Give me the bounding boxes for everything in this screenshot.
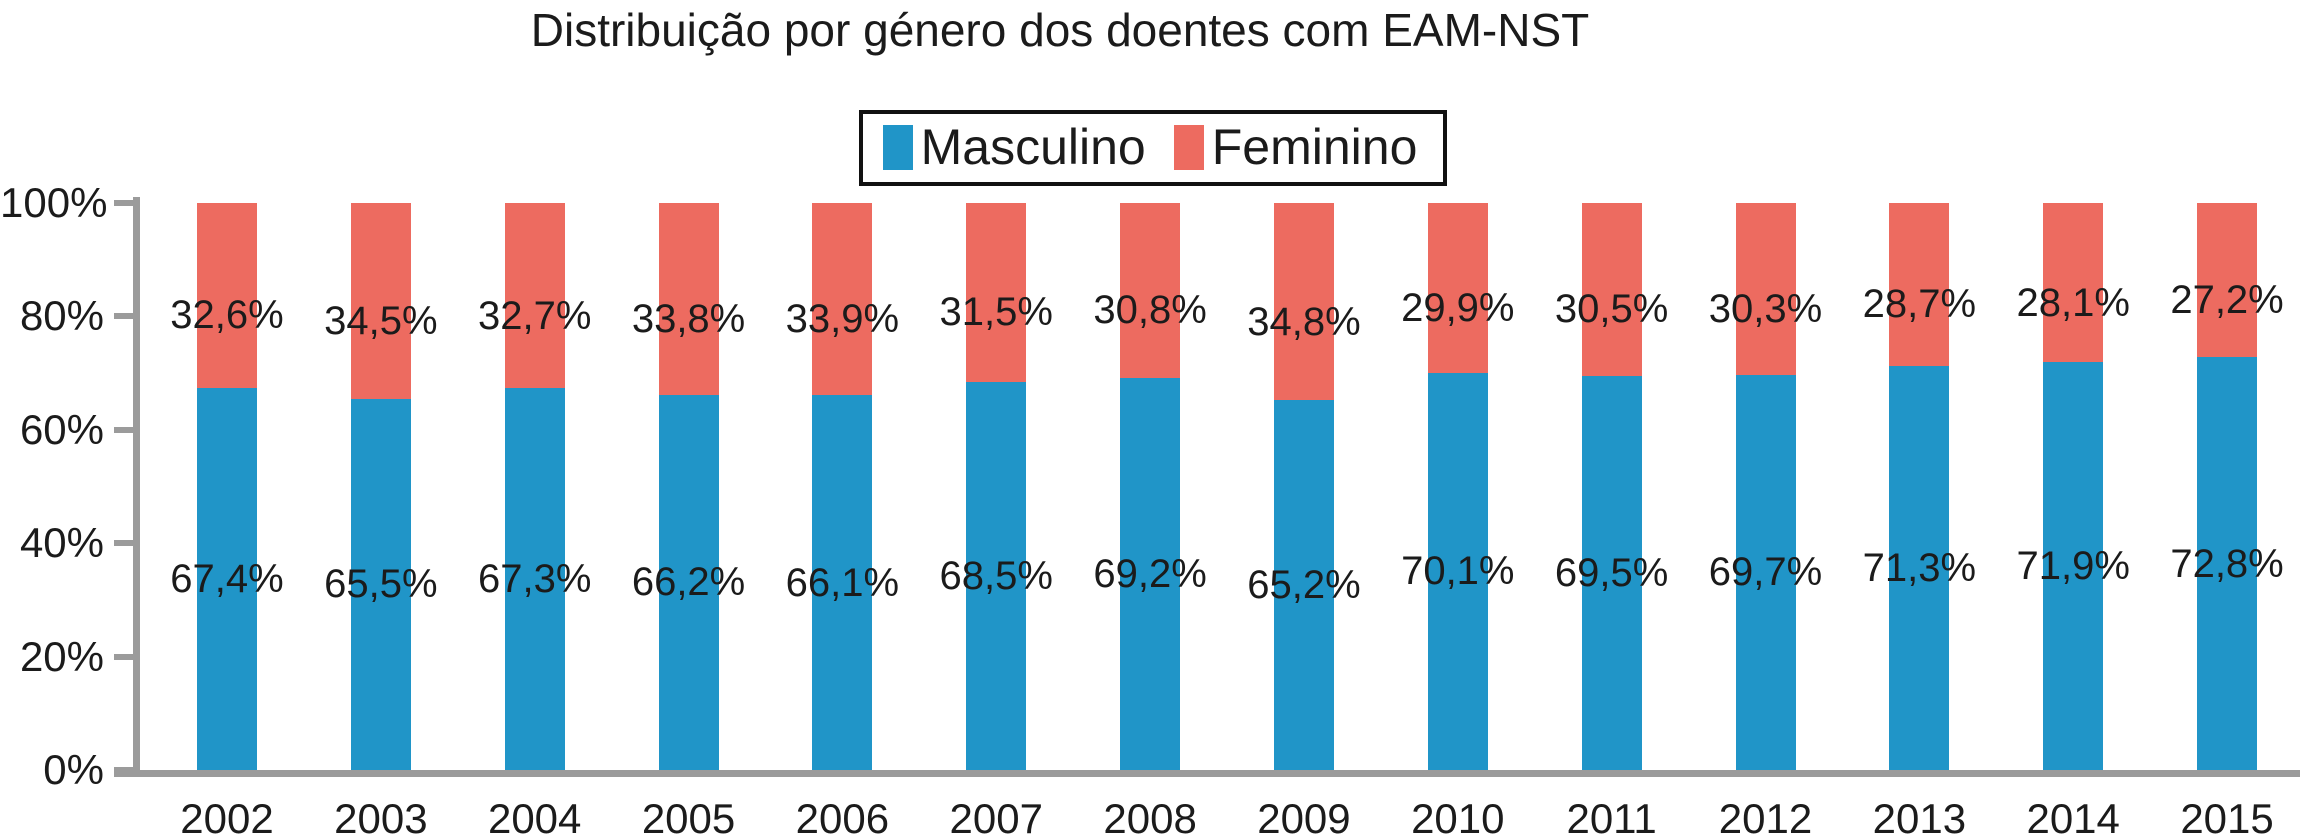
value-label-feminino: 34,5% (324, 298, 438, 343)
x-axis-label: 2015 (2180, 795, 2274, 837)
value-label-masculino: 67,4% (170, 556, 284, 601)
value-label-feminino: 28,7% (1862, 282, 1977, 327)
x-axis-label: 2009 (1257, 795, 1351, 837)
bar-masculino (1889, 365, 1950, 770)
bar-feminino (812, 203, 873, 396)
value-label-feminino: 33,8% (631, 296, 746, 341)
bar-masculino (504, 388, 565, 770)
value-label-masculino: 67,3% (477, 557, 592, 602)
value-label-feminino: 34,8% (1247, 299, 1361, 344)
x-axis-label: 2006 (795, 795, 890, 837)
chart-title: Distribuição por género dos doentes com … (530, 4, 1590, 56)
x-axis-line (114, 770, 2300, 777)
value-label-feminino: 30,5% (1554, 287, 1669, 332)
value-label-feminino: 30,8% (1093, 288, 1207, 333)
y-axis-label: 100% (0, 179, 108, 226)
value-label-masculino: 70,1% (1401, 549, 1515, 594)
legend-label-masculino: Masculino (920, 119, 1146, 175)
legend-swatch-masculino-icon (882, 124, 913, 170)
y-axis-label: 80% (19, 292, 104, 340)
x-axis-label: 2014 (2026, 795, 2120, 837)
y-axis-tick (114, 653, 140, 660)
legend: Masculino Feminino (0, 110, 2306, 186)
y-axis-tick (114, 426, 140, 433)
value-label-masculino: 69,5% (1554, 550, 1669, 595)
x-axis-label: 2011 (1566, 795, 1657, 837)
x-axis-label: 2008 (1103, 795, 1197, 837)
value-label-masculino: 66,2% (631, 560, 746, 605)
value-label-feminino: 32,7% (477, 293, 592, 338)
legend-box: Masculino Feminino (858, 110, 1448, 186)
y-axis-line (133, 197, 140, 776)
value-label-masculino: 65,5% (324, 562, 438, 607)
x-axis-label: 2013 (1872, 795, 1967, 837)
value-label-feminino: 33,9% (785, 297, 900, 342)
value-label-feminino: 32,6% (170, 293, 284, 338)
bar-masculino (966, 381, 1027, 770)
bar-masculino (658, 394, 719, 770)
bar-masculino (1581, 375, 1642, 770)
bar-masculino (812, 395, 873, 770)
bar-masculino (350, 398, 411, 770)
bar-masculino (197, 387, 257, 770)
value-label-masculino: 66,1% (785, 560, 900, 605)
x-axis-label: 2002 (180, 795, 274, 837)
y-axis-label: 0% (43, 746, 104, 793)
legend-label-feminino: Feminino (1211, 119, 1418, 175)
y-axis-label: 60% (19, 405, 104, 453)
bar-masculino (2197, 357, 2258, 770)
value-label-masculino: 65,2% (1247, 563, 1361, 608)
bar-feminino (966, 203, 1027, 382)
bar-feminino (1581, 203, 1642, 376)
bar-masculino (1273, 400, 1334, 770)
bar-feminino (1735, 203, 1796, 375)
value-label-feminino: 27,2% (2170, 278, 2284, 323)
x-axis-label: 2012 (1718, 795, 1813, 837)
y-axis-tick (114, 313, 140, 320)
legend-item-masculino: Masculino (882, 119, 1146, 175)
bar-feminino (197, 203, 257, 388)
value-label-masculino: 68,5% (939, 553, 1053, 598)
x-axis-label: 2004 (487, 795, 582, 837)
value-label-masculino: 69,7% (1708, 550, 1823, 595)
bar-feminino (658, 203, 719, 395)
value-label-masculino: 72,8% (2170, 541, 2284, 586)
value-label-feminino: 28,1% (2016, 280, 2130, 325)
value-label-feminino: 31,5% (939, 290, 1053, 335)
bar-feminino (2197, 203, 2258, 358)
bar-feminino (350, 203, 411, 399)
y-axis-label: 20% (19, 632, 104, 680)
x-axis-label: 2007 (949, 795, 1043, 837)
value-label-masculino: 69,2% (1093, 551, 1207, 596)
bar-masculino (1735, 374, 1796, 770)
x-axis-label: 2003 (334, 795, 428, 837)
x-axis-label: 2005 (641, 795, 736, 837)
bar-feminino (504, 203, 565, 389)
x-axis-label: 2010 (1411, 795, 1505, 837)
value-label-feminino: 29,9% (1401, 285, 1515, 330)
bar-feminino (2043, 203, 2104, 363)
y-axis-tick (114, 540, 140, 547)
legend-swatch-feminino-icon (1173, 124, 1204, 170)
bar-feminino (1889, 203, 1950, 366)
bar-masculino (2043, 362, 2104, 770)
y-axis-tick (114, 200, 140, 206)
bar-feminino (1120, 203, 1181, 378)
legend-item-feminino: Feminino (1173, 119, 1418, 175)
value-label-feminino: 30,3% (1708, 286, 1823, 331)
bar-feminino (1273, 203, 1334, 401)
bar-masculino (1120, 377, 1181, 770)
value-label-masculino: 71,3% (1862, 545, 1977, 590)
value-label-masculino: 71,9% (2016, 544, 2130, 589)
bar-feminino (1427, 203, 1488, 373)
y-axis-label: 40% (19, 519, 104, 567)
bar-masculino (1427, 372, 1488, 770)
